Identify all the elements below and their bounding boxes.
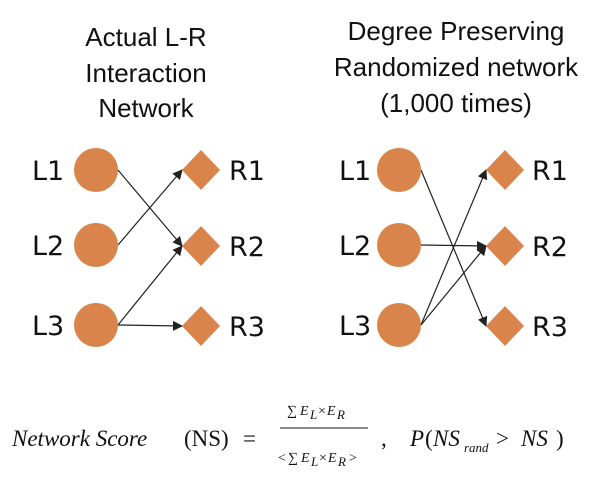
panel-1-title-line-1: Actual L-R: [85, 22, 206, 52]
denominator-close: >: [349, 451, 357, 466]
panel-2-title-line-3: (1,000 times): [380, 88, 532, 118]
receptor-node-r2: [486, 226, 524, 266]
panel-1-title-line-2: Interaction: [85, 58, 206, 88]
receptor-node-r2: [182, 226, 220, 266]
ligand-node-l3: [74, 303, 118, 347]
receptor-node-r1: [182, 150, 220, 190]
receptor-label-r3: R3: [532, 312, 568, 343]
formula-p: P: [409, 426, 424, 451]
formula-numerator: ∑ E L × E R: [287, 404, 345, 422]
edge-l2-r2: [420, 240, 487, 251]
formula-lhs-paren: (NS): [184, 426, 229, 451]
numerator-times: ×: [318, 404, 326, 419]
panel-1-edges: [117, 169, 183, 331]
receptor-label-r2: R2: [229, 232, 265, 263]
ligand-label-l1: L1: [32, 156, 64, 187]
denominator-times: ×: [319, 451, 327, 466]
edge-l3-r1: [420, 169, 488, 326]
panel-2-title: Degree Preserving Randomized network (1,…: [334, 16, 579, 118]
panel-1-nodes: L1 L2 L3 R1 R2 R3: [32, 148, 265, 347]
receptor-node-r3: [486, 306, 524, 346]
ligand-label-l1: L1: [339, 156, 371, 187]
formula-comma: ,: [381, 426, 387, 451]
ligand-node-l2: [377, 223, 421, 267]
receptor-label-r1: R1: [229, 156, 265, 187]
edge-l2-r1: [117, 169, 183, 246]
formula-equals: =: [243, 426, 256, 451]
numerator-e1: E: [299, 404, 309, 419]
formula-gt: >: [496, 426, 509, 451]
panel-2-title-line-2: Randomized network: [334, 52, 579, 82]
formula-ns: NS: [520, 426, 548, 451]
receptor-node-r1: [486, 150, 524, 190]
ligand-node-l2: [74, 223, 118, 267]
denominator-e1: E: [300, 451, 310, 466]
formula-rand-subscript: rand: [464, 440, 489, 455]
formula-lhs: Network Score: [11, 426, 147, 451]
formula-p-paren-close: ): [556, 426, 564, 451]
panel-2-edges: [420, 169, 488, 327]
panel-1-title-line-3: Network: [98, 93, 194, 123]
denominator-e2: E: [327, 451, 337, 466]
formula-denominator: < ∑ E L × E R >: [278, 451, 357, 469]
formula-ns-rand: NS: [432, 426, 460, 451]
formula-p-paren-open: (: [425, 426, 433, 451]
numerator-sub-r: R: [336, 407, 345, 422]
denominator-sub-r: R: [337, 454, 346, 469]
numerator-e2: E: [326, 404, 336, 419]
ligand-node-l1: [377, 148, 421, 192]
edge-l3-r2: [117, 245, 183, 326]
ligand-label-l3: L3: [339, 311, 371, 342]
panel-2-nodes: L1 L2 L3 R1 R2 R3: [339, 148, 568, 347]
edge-l3-r3: [117, 320, 183, 331]
receptor-node-r3: [182, 306, 220, 346]
panel-2-title-line-1: Degree Preserving: [348, 16, 565, 46]
numerator-sub-l: L: [309, 407, 317, 422]
numerator-sum: ∑: [287, 404, 297, 419]
ligand-label-l3: L3: [32, 311, 64, 342]
ligand-label-l2: L2: [339, 231, 371, 262]
denominator-sub-l: L: [310, 454, 318, 469]
panel-1-title: Actual L-R Interaction Network: [85, 22, 206, 123]
network-score-formula: Network Score (NS) = ∑ E L × E R < ∑ E L…: [11, 404, 564, 469]
ligand-node-l3: [377, 303, 421, 347]
receptor-label-r1: R1: [532, 156, 568, 187]
edge-l3-r2: [420, 245, 487, 326]
receptor-label-r2: R2: [532, 232, 568, 263]
receptor-label-r3: R3: [229, 312, 265, 343]
denominator-open: <: [278, 451, 286, 466]
ligand-label-l2: L2: [32, 231, 64, 262]
denominator-sum: ∑: [288, 451, 298, 466]
ligand-node-l1: [74, 148, 118, 192]
